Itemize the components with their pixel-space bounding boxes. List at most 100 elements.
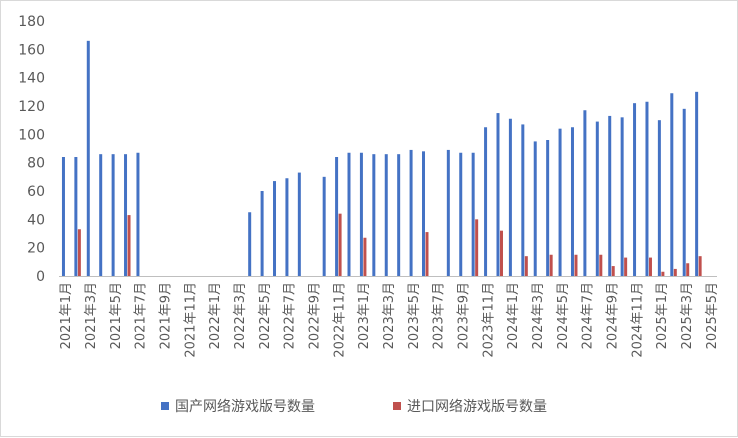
domestic-bar-16: [260, 191, 264, 276]
domestic-bar-38: [533, 141, 537, 276]
y-tick-label: 20: [27, 241, 45, 257]
bar-marks: [61, 40, 702, 276]
y-tick-label: 80: [27, 156, 45, 172]
domestic-bar-40: [558, 128, 562, 276]
domestic-bar-19: [297, 172, 301, 276]
domestic-bar-24: [359, 152, 363, 276]
domestic-bar-32: [459, 152, 463, 276]
domestic-bar-47: [645, 101, 649, 276]
x-tick-label: 2022年1月: [208, 282, 223, 349]
domestic-bar-18: [285, 178, 289, 276]
domestic-bar-42: [583, 110, 587, 276]
domestic-bar-44: [608, 115, 612, 276]
imported-bar-47: [648, 257, 652, 276]
x-tick-label: 2024年3月: [531, 282, 546, 349]
domestic-bar-50: [682, 108, 686, 276]
x-tick-label: 2023年3月: [382, 282, 397, 349]
x-tick-label: 2021年3月: [84, 282, 99, 349]
domestic-bar-1: [74, 157, 78, 276]
x-tick-label: 2022年11月: [332, 282, 347, 358]
y-tick-label: 60: [27, 184, 45, 200]
x-tick-label: 2023年7月: [432, 282, 447, 349]
domestic-bar-2: [86, 40, 90, 276]
legend-domestic-label: 国产网络游戏版号数量: [175, 399, 315, 415]
domestic-bar-5: [124, 154, 128, 276]
imported-bar-22: [338, 213, 342, 276]
x-tick-label: 2023年1月: [357, 282, 372, 349]
x-tick-label: 2025年5月: [705, 282, 720, 349]
domestic-bar-37: [521, 124, 525, 276]
domestic-bar-31: [446, 149, 450, 276]
x-tick-label: 2022年5月: [258, 282, 273, 349]
domestic-bar-22: [335, 157, 339, 276]
x-tick-label: 2021年11月: [183, 282, 198, 358]
imported-bar-37: [524, 256, 528, 276]
domestic-bar-34: [484, 127, 488, 276]
x-tick-label: 2021年7月: [134, 282, 149, 349]
x-tick-label: 2024年9月: [605, 282, 620, 349]
x-tick-label: 2023年9月: [456, 282, 471, 349]
domestic-bar-27: [397, 154, 401, 276]
domestic-bar-23: [347, 152, 351, 276]
legend-domestic-swatch: [161, 402, 169, 410]
y-tick-label: 140: [18, 71, 45, 87]
domestic-bar-28: [409, 149, 413, 276]
domestic-bar-26: [384, 154, 388, 276]
domestic-bar-15: [248, 212, 252, 276]
y-tick-label: 180: [18, 14, 45, 30]
imported-bar-24: [363, 237, 367, 276]
legend-imported-swatch: [393, 402, 401, 410]
y-tick-label: 0: [36, 269, 45, 285]
x-tick-label: 2024年11月: [630, 282, 645, 358]
domestic-bar-29: [422, 151, 425, 276]
domestic-bar-51: [695, 91, 699, 276]
imported-bar-50: [686, 263, 690, 276]
x-tick-label: 2021年9月: [159, 282, 174, 349]
imported-bar-49: [673, 268, 677, 276]
y-tick-label: 100: [18, 127, 45, 143]
imported-bar-1: [77, 229, 81, 276]
x-tick-label: 2023年11月: [481, 282, 496, 358]
imported-bar-45: [624, 257, 628, 276]
legend-imported-label: 进口网络游戏版号数量: [407, 399, 547, 415]
x-tick-label: 2022年9月: [308, 282, 323, 349]
domestic-bar-25: [372, 154, 376, 276]
x-tick-label: 2021年1月: [59, 282, 74, 349]
domestic-bar-3: [99, 154, 103, 276]
x-tick-label: 2024年5月: [556, 282, 571, 349]
domestic-bar-45: [620, 117, 624, 276]
imported-bar-39: [549, 254, 553, 276]
imported-bar-33: [475, 219, 479, 276]
domestic-bar-49: [670, 93, 674, 276]
domestic-bar-0: [61, 157, 65, 276]
imported-bar-41: [574, 254, 578, 276]
domestic-bar-41: [570, 127, 574, 276]
domestic-bar-4: [111, 154, 115, 276]
x-tick-label: 2023年5月: [407, 282, 422, 349]
imported-bar-5: [127, 215, 131, 276]
imported-bar-35: [499, 230, 503, 276]
imported-bar-44: [611, 266, 615, 276]
y-axis-ticks: 0 20 40 60 80 100 120 140 160 180: [18, 14, 45, 285]
x-tick-label: 2025年1月: [655, 282, 670, 349]
domestic-bar-6: [136, 152, 140, 276]
imported-bar-29: [425, 232, 429, 276]
x-tick-label: 2022年3月: [233, 282, 248, 349]
domestic-bar-48: [657, 120, 661, 276]
x-tick-label: 2025年3月: [680, 282, 695, 349]
x-tick-label: 2024年7月: [581, 282, 596, 349]
x-tick-label: 2022年7月: [283, 282, 298, 349]
x-tick-label: 2024年1月: [506, 282, 521, 349]
domestic-bar-43: [595, 121, 599, 276]
y-tick-label: 40: [27, 212, 45, 228]
domestic-bar-39: [546, 140, 550, 276]
imported-bar-51: [698, 256, 702, 276]
imported-bar-48: [661, 271, 665, 276]
domestic-bar-21: [322, 176, 326, 276]
domestic-bar-17: [273, 181, 277, 276]
legend: 国产网络游戏版号数量 进口网络游戏版号数量: [161, 399, 547, 415]
x-axis-ticks: 2021年1月 2021年3月 2021年5月 2021年7月 2021年9月 2021年…: [59, 282, 720, 358]
domestic-bar-33: [471, 152, 475, 276]
